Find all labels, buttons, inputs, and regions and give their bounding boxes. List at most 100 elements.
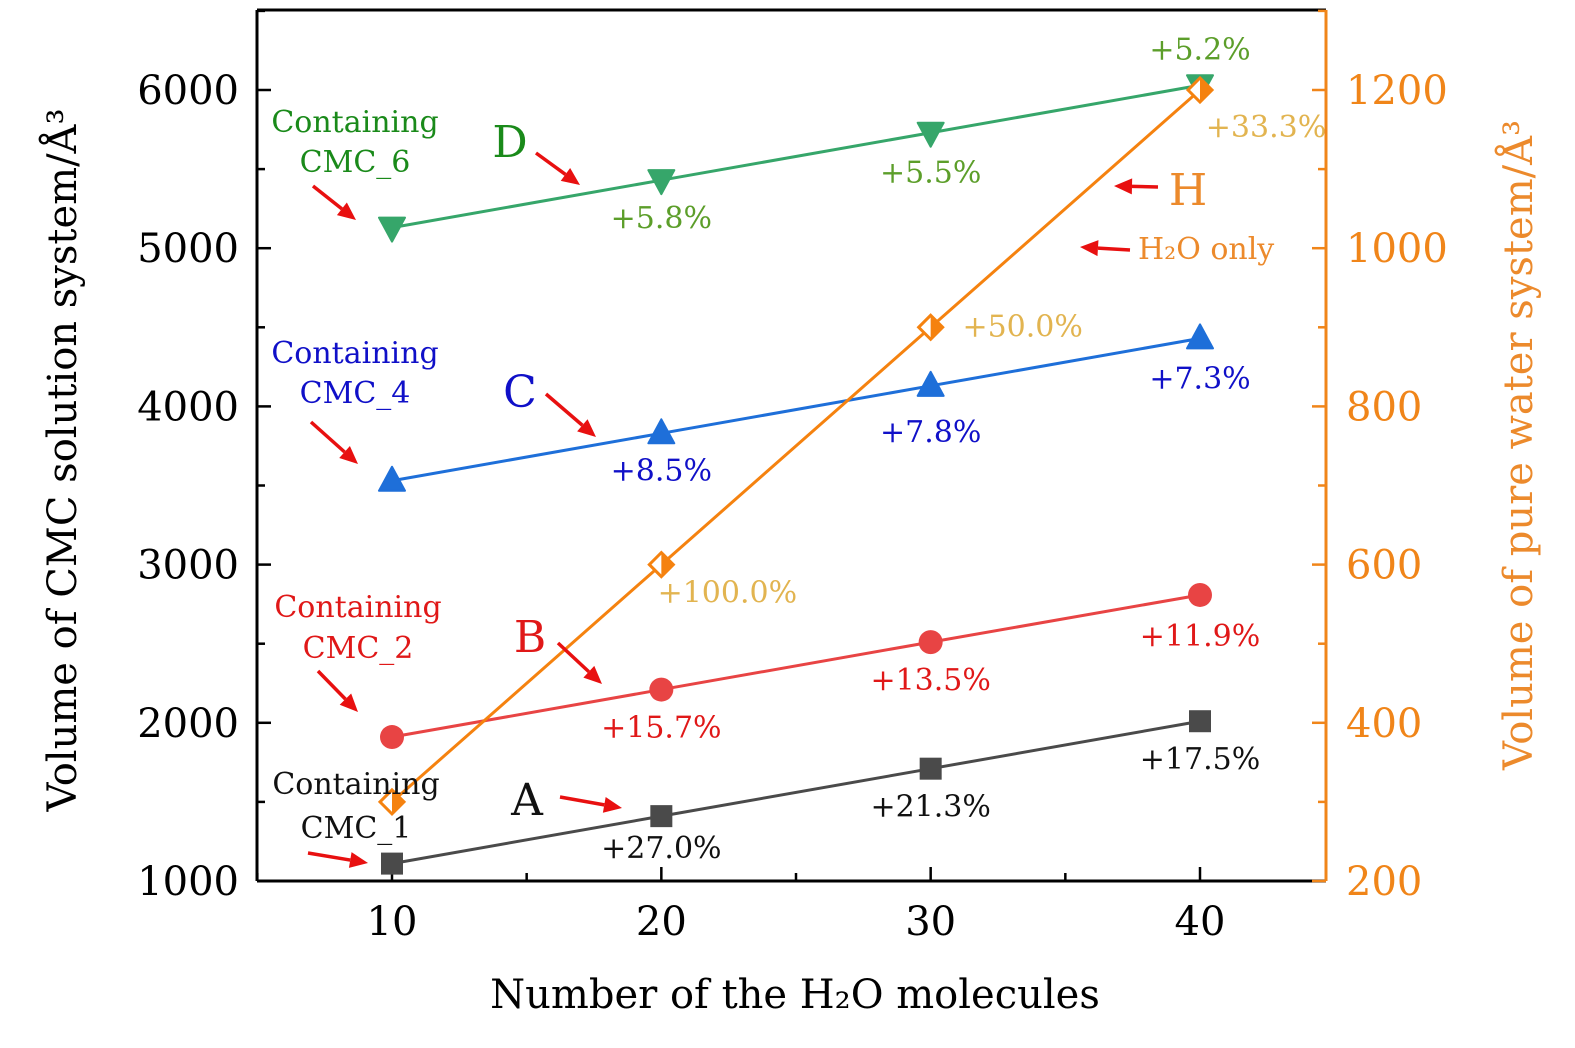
arrow-to-first-point-D: [311, 184, 356, 220]
series-C: [378, 323, 1214, 492]
percent-label-H: +100.0%: [658, 576, 798, 611]
series-line-A: [391, 719, 1201, 866]
percent-label-B: +11.9%: [1140, 619, 1260, 654]
containing-label-A: Containing: [272, 767, 439, 802]
x-tick-label: 30: [905, 899, 956, 945]
data-point-diamond: [647, 550, 676, 579]
arrow-letter-H: [1114, 178, 1159, 195]
x-tick-label: 40: [1175, 899, 1226, 945]
series-letter-C: C: [503, 367, 537, 418]
data-point-triangle-up: [916, 370, 945, 397]
arrow-to-first-point-A: [307, 851, 368, 868]
data-point-square: [650, 805, 673, 828]
arrow-letter-B: [556, 641, 602, 684]
arrow-head: [339, 446, 358, 464]
y-tick-label: 3000: [137, 543, 239, 589]
data-point-triangle-down: [916, 121, 945, 148]
series-A: [381, 710, 1211, 875]
data-point-triangle-down: [647, 169, 676, 196]
data-point-triangle-up: [1186, 323, 1214, 350]
data-point-square: [919, 757, 942, 780]
arrow-shaft: [311, 184, 343, 211]
arrow-letter-D: [534, 151, 580, 185]
arrow-head: [1114, 178, 1133, 195]
cmc-label-A: CMC_1: [301, 811, 412, 846]
y2-tick-label: 1000: [1346, 226, 1448, 272]
arrow-head: [336, 202, 356, 220]
arrow-head: [339, 693, 358, 712]
diamond-fill-half: [661, 552, 674, 577]
data-point-diamond: [1185, 75, 1215, 105]
y2-tick-label: 200: [1346, 859, 1422, 905]
arrow-head: [1080, 240, 1099, 257]
percent-label-B: +15.7%: [601, 711, 721, 746]
diamond-fill-half: [930, 315, 943, 340]
arrow-shaft: [556, 641, 591, 674]
arrow-letter-C: [544, 392, 596, 437]
arrow-shaft: [1097, 246, 1131, 252]
series-B: [380, 582, 1212, 750]
y2-tick-label: 600: [1346, 543, 1422, 589]
cmc-label-C: CMC_4: [300, 376, 411, 411]
percent-label-C: +7.3%: [1149, 361, 1250, 396]
arrow-shaft: [307, 851, 351, 862]
percent-label-H: +33.3%: [1206, 110, 1326, 145]
arrow-to-first-point-C: [309, 420, 358, 464]
data-point-circle: [649, 677, 674, 702]
series-letter-H: H: [1169, 165, 1207, 216]
arrow-shaft: [1131, 184, 1159, 189]
arrow-head: [577, 419, 596, 437]
series-letter-B: B: [514, 612, 546, 663]
series-line-C: [391, 336, 1201, 483]
y-tick-label: 6000: [137, 68, 239, 114]
arrow-shaft: [534, 151, 567, 176]
series-line-H: [391, 88, 1201, 804]
percent-label-C: +8.5%: [611, 453, 712, 488]
cmc-label-D: CMC_6: [300, 145, 411, 180]
containing-label-B: Containing: [274, 590, 441, 625]
x-tick-label: 20: [636, 899, 687, 945]
percent-label-D: +5.8%: [611, 201, 712, 236]
y2-tick-label: 400: [1346, 701, 1422, 747]
y-tick-label: 2000: [137, 701, 239, 747]
arrow-shaft: [559, 795, 605, 807]
series-line-B: [391, 593, 1201, 739]
arrow-letter-A: [559, 795, 622, 813]
y2-tick-label: 1200: [1346, 68, 1448, 114]
data-point-circle: [1188, 582, 1212, 607]
axes: 1000 2000 3000 4000 5000 6000 200 400 600 800 1000…: [137, 8, 1448, 945]
y-axis-title-left: Volume of CMC solution system/Å³: [39, 109, 86, 813]
series-letter-D: D: [492, 117, 527, 168]
data-point-diamond: [377, 787, 407, 817]
containing-label-D: Containing: [271, 105, 438, 140]
percent-label-A: +21.3%: [870, 790, 990, 825]
diamond-fill-half: [392, 789, 404, 814]
cmc-label-B: CMC_2: [303, 631, 414, 666]
arrow-head: [583, 665, 602, 684]
series-letter-A: A: [510, 775, 544, 826]
arrow-shaft: [309, 420, 346, 454]
percent-label-H: +50.0%: [962, 309, 1082, 344]
arrow-head: [348, 852, 368, 868]
h2o-only-label: H₂O only: [1138, 232, 1274, 267]
arrow-to-first-point-B: [316, 669, 358, 712]
arrow-shaft: [316, 669, 347, 701]
containing-label-C: Containing: [271, 336, 438, 371]
data-point-triangle-down: [378, 216, 406, 243]
data-point-triangle-up: [647, 418, 676, 445]
percent-label-A: +17.5%: [1140, 742, 1260, 777]
data-point-square: [1189, 710, 1211, 733]
data-point-square: [381, 852, 403, 875]
percent-label-C: +7.8%: [880, 415, 981, 450]
y-tick-label: 1000: [137, 859, 239, 905]
arrow-h2o-only: [1080, 240, 1131, 257]
percent-label-B: +13.5%: [870, 663, 990, 698]
percent-label-D: +5.2%: [1149, 32, 1250, 67]
annotations-layer: +27.0% +21.3% +17.5% +15.7% +13.5% +11.9% +8.5…: [271, 32, 1326, 868]
percent-label-A: +27.0%: [601, 831, 721, 866]
percent-label-D: +5.5%: [880, 156, 981, 191]
data-point-circle: [918, 630, 943, 655]
y-axis-title-right: Volume of pure water system/Å³: [1495, 120, 1542, 771]
series-H: [377, 75, 1215, 817]
